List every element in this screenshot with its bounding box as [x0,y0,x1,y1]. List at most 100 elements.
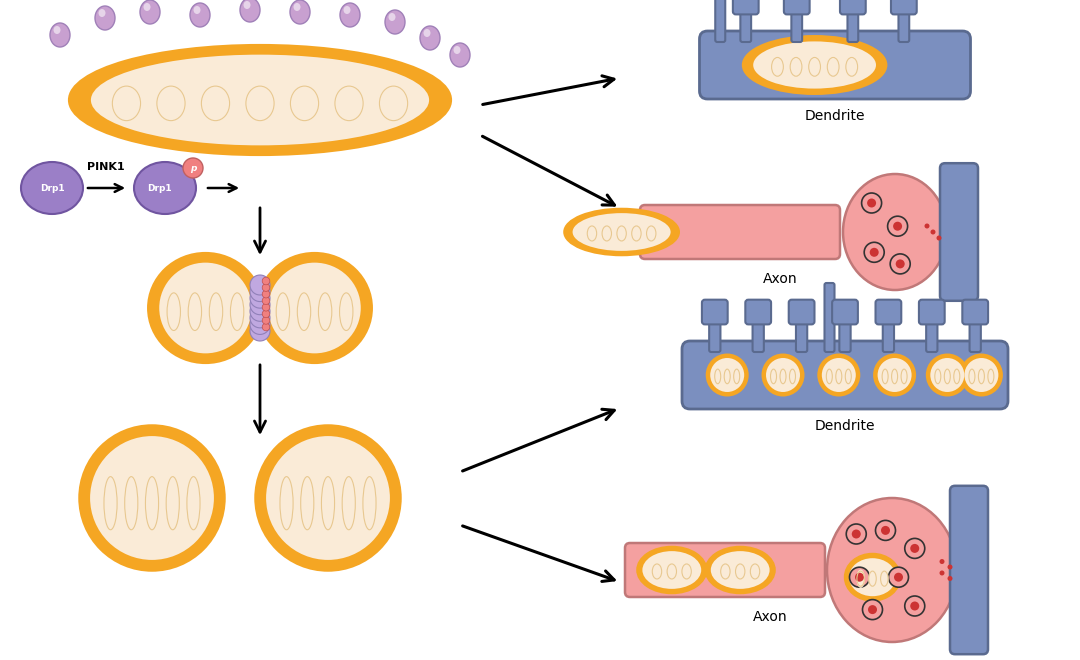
FancyBboxPatch shape [876,300,902,325]
FancyBboxPatch shape [625,543,825,597]
Ellipse shape [144,3,150,11]
Ellipse shape [294,3,300,11]
Ellipse shape [90,436,214,560]
Ellipse shape [266,436,390,560]
Ellipse shape [268,263,361,353]
Ellipse shape [856,570,865,588]
Ellipse shape [711,551,770,589]
Circle shape [249,288,270,308]
FancyBboxPatch shape [840,0,866,15]
Ellipse shape [617,224,626,243]
Text: p: p [190,164,197,172]
FancyBboxPatch shape [792,9,802,42]
Ellipse shape [724,368,730,385]
Ellipse shape [159,263,252,353]
Ellipse shape [878,358,912,392]
Circle shape [894,573,903,581]
Circle shape [852,529,861,539]
FancyBboxPatch shape [882,319,894,352]
Ellipse shape [771,55,784,79]
FancyBboxPatch shape [950,486,988,654]
Circle shape [850,567,869,587]
Ellipse shape [95,6,114,30]
Ellipse shape [183,158,203,178]
Ellipse shape [340,3,360,27]
Circle shape [249,314,270,335]
Ellipse shape [978,368,985,385]
Ellipse shape [230,288,245,335]
Ellipse shape [339,288,354,335]
Ellipse shape [750,562,760,581]
Circle shape [262,317,270,324]
Circle shape [249,282,270,302]
Ellipse shape [845,368,852,385]
Ellipse shape [734,562,745,581]
Ellipse shape [423,29,431,37]
Ellipse shape [711,358,744,392]
Circle shape [931,230,935,234]
Ellipse shape [766,358,800,392]
Ellipse shape [891,368,897,385]
Ellipse shape [826,55,840,79]
Circle shape [890,254,910,274]
Circle shape [895,259,905,269]
Ellipse shape [256,426,400,570]
Circle shape [868,605,877,614]
Ellipse shape [969,368,975,385]
Circle shape [869,248,879,257]
FancyBboxPatch shape [919,300,945,325]
Ellipse shape [389,13,395,21]
Circle shape [249,321,270,341]
Circle shape [910,544,919,553]
Circle shape [864,242,885,262]
Circle shape [863,599,882,620]
FancyBboxPatch shape [832,300,858,325]
FancyBboxPatch shape [927,319,937,352]
Ellipse shape [21,162,83,214]
FancyBboxPatch shape [891,0,917,15]
Circle shape [940,559,945,564]
Circle shape [905,596,924,616]
FancyBboxPatch shape [940,163,978,301]
Ellipse shape [780,368,786,385]
Ellipse shape [318,288,333,335]
Ellipse shape [300,471,314,535]
Ellipse shape [934,368,942,385]
FancyBboxPatch shape [700,31,971,99]
Circle shape [940,570,945,576]
Circle shape [262,290,270,298]
Ellipse shape [341,471,356,535]
Ellipse shape [753,42,876,88]
Ellipse shape [808,55,821,79]
Ellipse shape [586,224,597,243]
Ellipse shape [186,471,201,535]
Ellipse shape [378,82,409,125]
Ellipse shape [637,547,706,593]
Ellipse shape [243,1,251,9]
Circle shape [889,567,908,587]
Circle shape [262,310,270,317]
Text: Axon: Axon [753,610,787,624]
FancyBboxPatch shape [733,0,758,15]
Ellipse shape [789,368,796,385]
Circle shape [862,193,881,213]
Ellipse shape [190,3,210,27]
FancyBboxPatch shape [702,300,728,325]
Circle shape [855,573,864,581]
Circle shape [262,277,270,285]
Ellipse shape [843,174,947,290]
Circle shape [253,280,270,297]
Ellipse shape [836,368,842,385]
Ellipse shape [928,355,967,395]
Ellipse shape [987,368,995,385]
FancyBboxPatch shape [962,300,988,325]
FancyBboxPatch shape [710,319,720,352]
Ellipse shape [822,358,855,392]
FancyBboxPatch shape [848,9,859,42]
Ellipse shape [124,471,138,535]
Ellipse shape [91,55,429,145]
Ellipse shape [140,0,160,24]
Ellipse shape [166,288,181,335]
FancyBboxPatch shape [681,341,1008,409]
Ellipse shape [333,82,365,125]
